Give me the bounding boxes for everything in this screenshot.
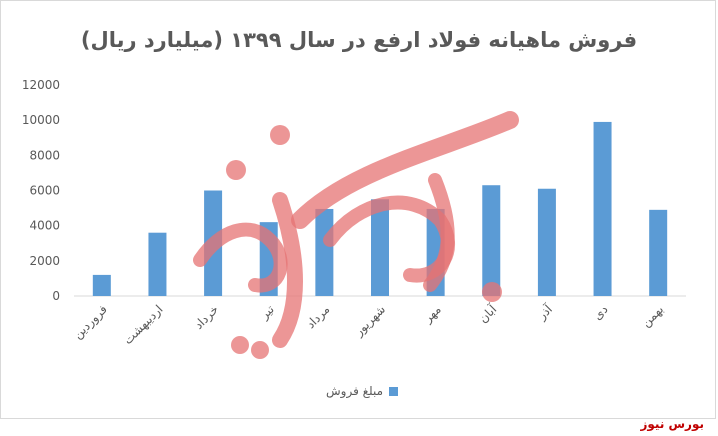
x-category-label: آذر: [533, 301, 556, 324]
x-category-label: آبان: [475, 301, 500, 326]
x-category-label: اردیبهشت: [121, 302, 167, 348]
legend: مبلغ فروش: [326, 384, 399, 398]
y-tick-label: 8000: [29, 148, 60, 162]
y-tick-label: 2000: [29, 254, 60, 268]
bar: [371, 199, 389, 296]
bar: [482, 185, 501, 296]
bar: [315, 208, 334, 296]
bar: [259, 222, 278, 296]
x-category-label: مهر: [420, 302, 444, 326]
x-category-label: بهمن: [639, 302, 667, 330]
chart-title: فروش ماهیانه فولاد ارفع در سال ۱۳۹۹ (میل…: [80, 28, 638, 52]
y-tick-label: 6000: [29, 184, 60, 198]
legend-label: مبلغ فروش: [326, 384, 384, 398]
y-tick-label: 0: [52, 289, 60, 303]
y-tick-label: 4000: [29, 219, 60, 233]
bar: [148, 232, 167, 296]
y-tick-label: 10000: [22, 113, 60, 127]
x-category-label: خرداد: [191, 302, 221, 332]
brand-logo-text: بورس نیوز: [640, 417, 704, 431]
x-category-label: دی: [590, 302, 610, 322]
bar: [649, 209, 668, 296]
x-category-label: شهریور: [351, 302, 389, 340]
x-category-label: فروردین: [71, 302, 111, 342]
bar: [426, 208, 445, 296]
bar: [204, 190, 223, 296]
bar: [537, 188, 556, 296]
bar: [92, 274, 111, 296]
bar: [593, 121, 612, 296]
y-tick-label: 12000: [22, 78, 60, 92]
x-category-label: تیر: [257, 302, 278, 323]
x-category-label: مرداد: [303, 302, 333, 332]
legend-swatch: [389, 386, 399, 396]
